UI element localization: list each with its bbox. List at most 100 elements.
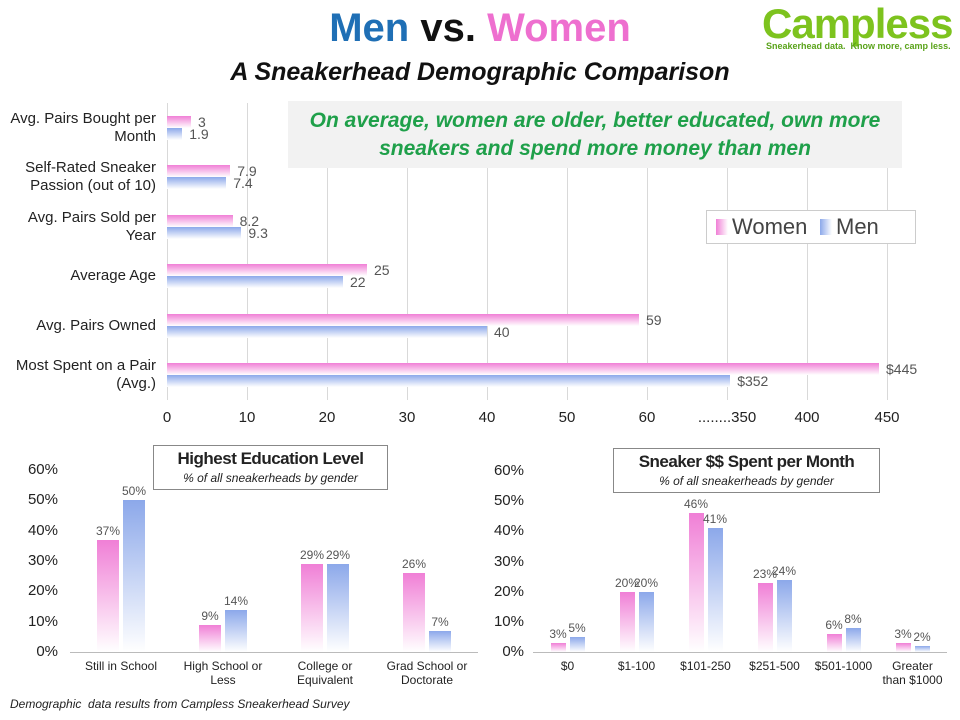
x-tick-label: $251-500 (749, 659, 800, 673)
value-label: 46% (683, 497, 709, 512)
legend-swatch (820, 219, 832, 235)
chart-title-box (613, 448, 880, 493)
bar (167, 276, 343, 289)
value-label: 1.9 (189, 125, 209, 142)
bar (403, 573, 425, 652)
value-label: 7.4 (233, 175, 253, 192)
category-label: Average Age (70, 267, 156, 285)
bar (569, 636, 585, 652)
grid-line (727, 103, 728, 400)
bar (550, 642, 566, 652)
value-label: 3 (198, 113, 206, 130)
x-tick-label: ........350 (697, 409, 757, 426)
x-tick-label: High School or Less (183, 659, 263, 687)
x-tick-label: Still in School (84, 659, 158, 673)
value-label: 6% (825, 617, 843, 632)
title-vs: vs. (420, 6, 476, 50)
value-label: 59 (646, 311, 662, 328)
legend (706, 210, 916, 244)
grid-line (247, 103, 248, 400)
x-tick-label: College or Equivalent (296, 659, 354, 687)
value-label: 25 (374, 262, 390, 279)
bar (167, 177, 227, 190)
value-label: 14% (223, 593, 249, 608)
value-label: 3% (894, 626, 912, 641)
x-tick-label: Grad School or Doctorate (386, 659, 468, 687)
y-tick-label: 30% (27, 552, 58, 569)
footer: Demographic data results from Campless S… (10, 697, 350, 711)
x-tick-label: $501-1000 (814, 659, 873, 673)
bar (167, 325, 487, 338)
logo: Campless (762, 0, 953, 47)
bar (167, 363, 879, 376)
bar (914, 645, 930, 652)
x-tick-label: 10 (238, 409, 256, 426)
category-label: Avg. Pairs Owned (36, 316, 156, 334)
value-label: $445 (886, 361, 918, 378)
x-tick-label: $0 (560, 659, 575, 673)
bar (757, 582, 773, 652)
value-label: 37% (95, 523, 121, 538)
annotation: On average, women are older, better educ… (288, 101, 902, 168)
x-tick-label: 450 (874, 409, 900, 426)
y-tick-label: 20% (27, 582, 58, 600)
y-tick-label: 10% (493, 612, 524, 630)
x-tick-label: 0 (162, 409, 172, 426)
bar (97, 539, 119, 652)
y-tick-label: 50% (27, 491, 58, 509)
value-label: 9% (201, 608, 219, 623)
legend-label: Women (732, 214, 808, 239)
bar (167, 115, 191, 128)
value-label: 7% (431, 614, 449, 629)
bar (167, 226, 242, 239)
bar (327, 564, 349, 652)
bar (301, 564, 323, 652)
x-tick-label: 40 (478, 409, 496, 426)
category-label: Avg. Pairs Bought per Month (10, 109, 156, 145)
value-label: 29% (299, 548, 325, 563)
value-label: 20% (614, 575, 640, 590)
bar (225, 609, 247, 652)
x-tick-label: 20 (318, 409, 336, 426)
legend-label: Men (836, 214, 879, 239)
value-label: 8.2 (239, 212, 260, 229)
grid-line (647, 103, 648, 400)
bar (123, 500, 145, 652)
y-tick-label: 30% (493, 552, 524, 570)
x-tick-label: 30 (398, 409, 416, 426)
category-label: Self-Rated Sneaker Passion (out of 10) (25, 159, 156, 195)
bar (167, 375, 731, 388)
category-label: Most Spent on a Pair (Avg.) (15, 357, 156, 393)
x-axis (533, 652, 947, 653)
bar (167, 313, 639, 326)
value-label: 40 (494, 323, 510, 340)
value-label: 41% (702, 512, 728, 527)
value-label: 8% (844, 611, 862, 626)
value-label: 7.9 (237, 163, 257, 180)
grid-line (567, 103, 568, 400)
value-label: 5% (568, 620, 586, 635)
chart-title: Sneaker $$ Spent per Month (638, 452, 855, 471)
grid-line (887, 103, 888, 400)
x-axis (70, 652, 478, 653)
bar (619, 591, 635, 652)
bar (429, 630, 451, 652)
value-label: 3% (549, 626, 567, 641)
x-tick-label: 400 (794, 409, 820, 426)
grid-line (487, 103, 488, 400)
x-tick-label: Greater than $1000 (882, 659, 943, 687)
grid-line (327, 103, 328, 400)
bar (826, 633, 842, 652)
chart-subtitle: % of all sneakerheads by gender (659, 474, 834, 488)
value-label: 29% (325, 548, 351, 563)
category-label: Avg. Pairs Sold per Year (27, 208, 156, 244)
value-label: $352 (737, 373, 769, 390)
grid-line (407, 103, 408, 400)
y-tick-label: 20% (493, 582, 524, 600)
bar (167, 264, 367, 277)
chart-subtitle: % of all sneakerheads by gender (183, 471, 358, 485)
y-tick-label: 40% (27, 521, 58, 539)
bar (638, 591, 654, 652)
grid-line (807, 103, 808, 400)
value-label: 2% (913, 629, 931, 644)
